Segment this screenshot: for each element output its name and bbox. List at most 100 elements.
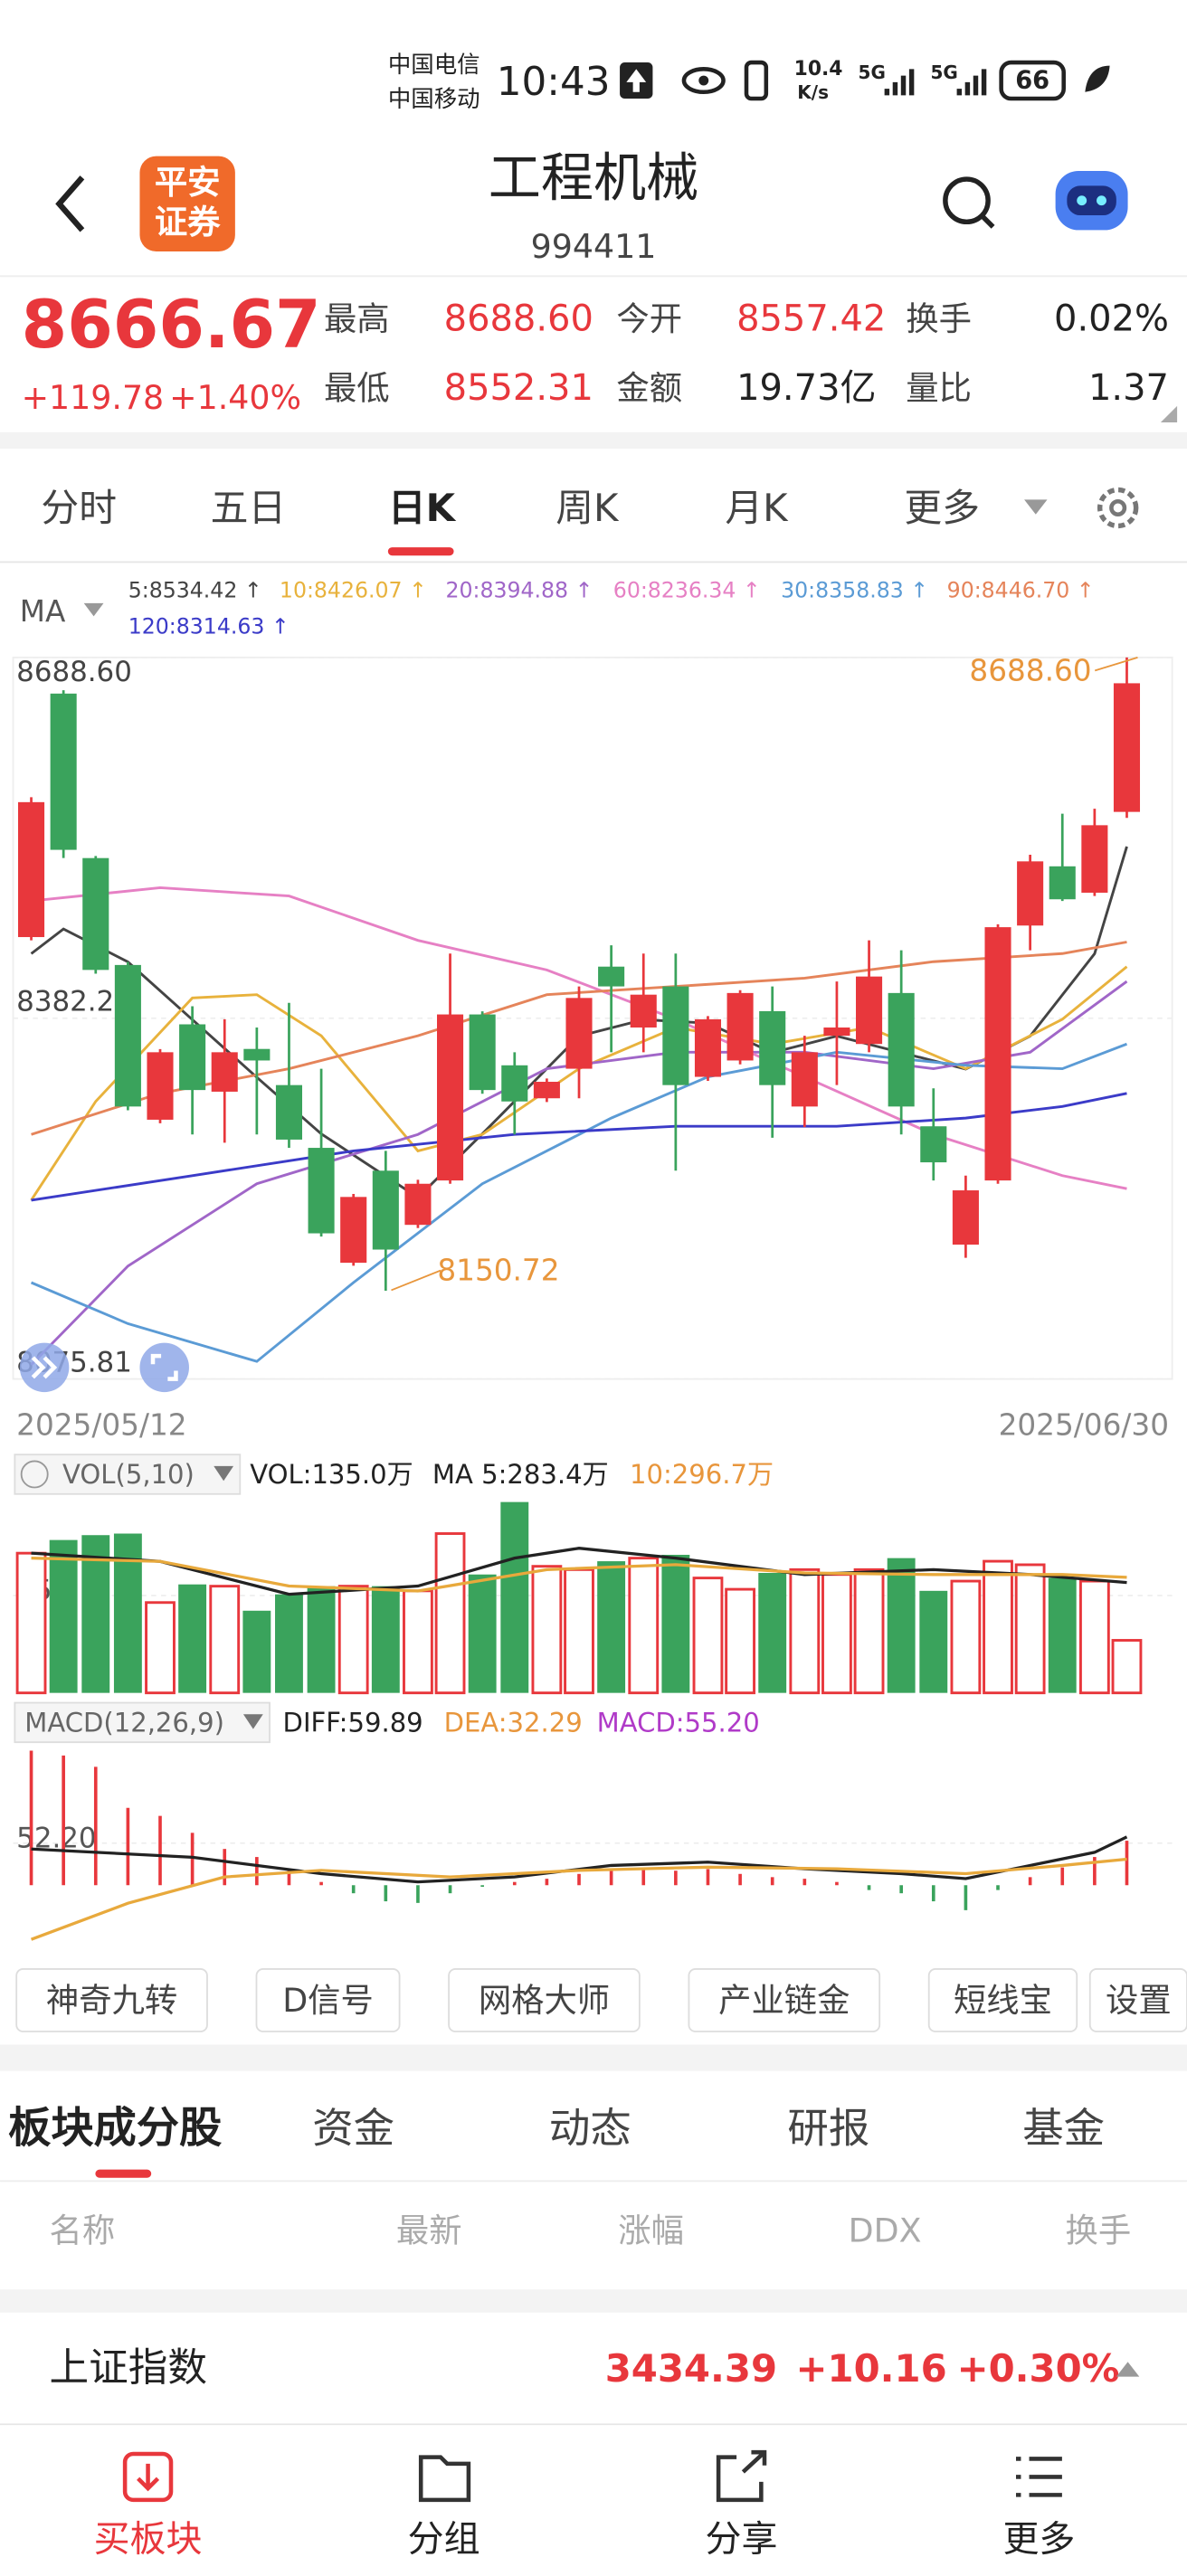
candle-body: [501, 1065, 528, 1102]
tool-button[interactable]: [255, 1968, 401, 2032]
logo-text: 证券: [155, 203, 221, 242]
volume-indicator[interactable]: VOL(5,10): [62, 1459, 195, 1490]
volume-ma10: 10:296.7万: [630, 1459, 774, 1490]
candle-body: [179, 1024, 206, 1091]
nav-item[interactable]: 买板块: [94, 2518, 203, 2560]
candle-body: [920, 1126, 947, 1163]
period-tab[interactable]: 月K: [725, 486, 789, 530]
field-value: 1.37: [1088, 367, 1169, 409]
macd-line: [30, 1857, 1127, 1941]
buy-icon: [122, 2451, 174, 2503]
section-tab[interactable]: 资金: [312, 2105, 394, 2153]
volume-bar: [307, 1586, 336, 1693]
tool-row: 神奇九转 D信号 网格大师 产业链金 短线宝 设置: [15, 1968, 1187, 2032]
section-tab[interactable]: 动态: [549, 2105, 631, 2153]
candle-body: [598, 966, 625, 987]
candle-body: [791, 1052, 818, 1107]
period-tab[interactable]: 五日: [211, 486, 287, 530]
tool-button[interactable]: [688, 1968, 881, 2032]
ma-line: [31, 1092, 1127, 1202]
volume-bar: [725, 1587, 755, 1695]
column-header[interactable]: 最新: [396, 2211, 462, 2249]
field-value: 0.02%: [1054, 298, 1169, 340]
volume-bar: [564, 1567, 594, 1695]
assistant-face: [1067, 185, 1116, 216]
period-tab[interactable]: 分时: [41, 486, 117, 530]
expand-corner[interactable]: [1160, 405, 1178, 423]
clock: 10:43: [497, 60, 611, 105]
volume-bar: [887, 1558, 916, 1693]
ma-legend: 60:8236.34 ↑: [613, 577, 761, 602]
back-button[interactable]: [55, 175, 85, 232]
net-speed: 10.4: [794, 58, 843, 80]
candle-body: [533, 1082, 560, 1099]
column-header[interactable]: 涨幅: [618, 2211, 684, 2249]
price-change: +119.78: [22, 378, 165, 417]
field-value: 8688.60: [444, 298, 594, 340]
eye-icon: [681, 67, 726, 95]
volume-bar: [531, 1565, 563, 1695]
candle-body: [759, 1010, 786, 1085]
candle-body: [1081, 825, 1108, 893]
volume-ma-line: [31, 1557, 1127, 1593]
nav-item[interactable]: 分组: [408, 2518, 480, 2560]
tab-underline: [387, 547, 454, 556]
column-header[interactable]: 名称: [50, 2211, 116, 2249]
candle-body: [856, 976, 883, 1045]
candle-body: [308, 1148, 335, 1234]
candle-body: [823, 1028, 850, 1037]
field-value: 8552.31: [444, 367, 594, 409]
sort-arrow: [1116, 2362, 1140, 2377]
ma-line: [30, 965, 1128, 1201]
high-annotation: 8688.60: [969, 653, 1091, 687]
field-label: 最高: [324, 299, 390, 338]
fullscreen-button[interactable]: [139, 1342, 189, 1393]
candle-body: [82, 857, 109, 971]
candle-body: [726, 992, 754, 1061]
column-header[interactable]: DDX: [849, 2211, 922, 2249]
macd-indicator[interactable]: MACD(12,26,9): [24, 1707, 224, 1738]
row-name[interactable]: 上证指数: [50, 2345, 207, 2391]
section-tab-active[interactable]: 板块成分股: [8, 2104, 222, 2154]
tool-button[interactable]: [448, 1968, 641, 2032]
candle-body: [662, 986, 689, 1085]
field-value: 8557.42: [736, 298, 886, 340]
tool-label: 网格大师: [479, 1981, 610, 2020]
period-tab-active[interactable]: 日K: [388, 486, 457, 530]
period-tab[interactable]: 周K: [556, 486, 620, 530]
volume-bar: [950, 1579, 982, 1695]
volume-bar: [49, 1539, 78, 1693]
column-header[interactable]: 换手: [1066, 2211, 1132, 2249]
tool-button[interactable]: [927, 1968, 1078, 2032]
field-value: 19.73亿: [736, 367, 876, 409]
volume-bar: [758, 1573, 787, 1693]
tool-button[interactable]: [15, 1968, 208, 2032]
period-tab[interactable]: 更多: [904, 486, 980, 530]
volume-bar: [628, 1557, 660, 1695]
group-icon: [418, 2455, 471, 2503]
indicator-box[interactable]: [14, 1701, 271, 1744]
search-button[interactable]: [943, 176, 991, 225]
field-label: 金额: [616, 368, 682, 407]
row-change-pct: +0.30%: [957, 2346, 1120, 2391]
volume-current: VOL:135.0万: [250, 1459, 413, 1490]
candle-body: [114, 964, 141, 1107]
section-gap: [0, 2044, 1187, 2071]
ma-line: [30, 980, 1128, 1366]
indicator-box[interactable]: [14, 1454, 242, 1495]
price-change-pct: +1.40%: [169, 378, 301, 417]
settings-button[interactable]: [1097, 487, 1139, 529]
carrier: 中国电信: [388, 51, 480, 78]
volume-bar: [1111, 1639, 1143, 1695]
volume-bar: [983, 1559, 1013, 1695]
row-change: +10.16: [796, 2346, 947, 2391]
section-tab[interactable]: 研报: [787, 2105, 869, 2153]
indicator-select[interactable]: MA: [20, 594, 66, 629]
candle-body: [275, 1084, 303, 1140]
info-icon[interactable]: [20, 1460, 49, 1489]
nav-item[interactable]: 分享: [706, 2518, 778, 2560]
nav-item[interactable]: 更多: [1002, 2518, 1075, 2560]
section-tab[interactable]: 基金: [1022, 2105, 1105, 2153]
volume-bar: [500, 1501, 529, 1693]
